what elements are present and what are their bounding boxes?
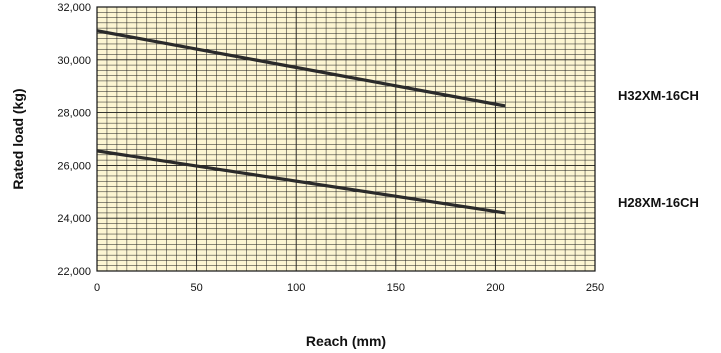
- x-tick-labels: 0 50 100 150 200 250: [94, 282, 604, 294]
- y-tick-label: 32,000: [57, 2, 91, 14]
- series-lines: [96, 29, 506, 215]
- y-axis-title: Rated load (kg): [10, 88, 26, 189]
- x-tick-label: 100: [287, 282, 305, 294]
- grid: [96, 6, 596, 272]
- y-tick-label: 26,000: [57, 160, 91, 172]
- y-tick-label: 24,000: [57, 213, 91, 225]
- series-label: H28XM-16CH: [618, 195, 699, 210]
- series-line: [96, 149, 506, 215]
- y-tick-label: 22,000: [57, 266, 91, 278]
- y-tick-label: 28,000: [57, 108, 91, 120]
- x-axis-title: Reach (mm): [306, 333, 386, 349]
- series-label: H32XM-16CH: [618, 88, 699, 103]
- y-tick-label: 30,000: [57, 55, 91, 67]
- y-tick-labels: 22,000 24,000 26,000 28,000 30,000 32,000: [57, 2, 91, 278]
- series-labels: H32XM-16CH H28XM-16CH: [618, 88, 699, 210]
- x-tick-label: 0: [94, 282, 100, 294]
- x-tick-label: 200: [486, 282, 504, 294]
- x-tick-label: 150: [387, 282, 405, 294]
- x-tick-label: 50: [190, 282, 202, 294]
- series-line: [96, 29, 506, 108]
- x-tick-label: 250: [586, 282, 604, 294]
- plot-frame: [96, 6, 596, 272]
